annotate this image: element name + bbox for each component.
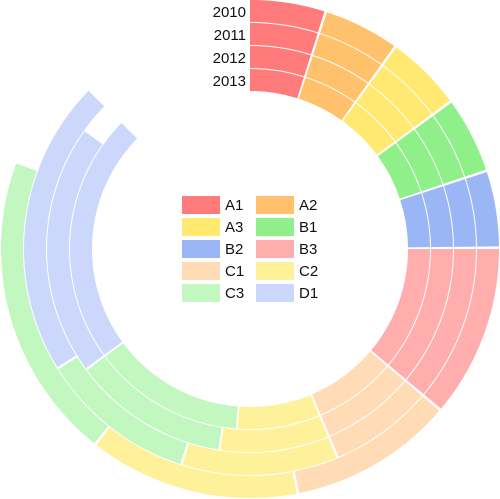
segment-2012-B3 (388, 249, 453, 380)
legend: A1 A2 A3 B1 B2 B3 C1 C2 C3 D1 (182, 196, 318, 302)
year-label-2011: 2011 (214, 27, 246, 44)
segment-2013-C3 (105, 343, 238, 429)
year-label-2012: 2012 (213, 50, 246, 67)
segment-2012-B2 (422, 186, 453, 248)
segment-2013-A1 (250, 69, 304, 99)
legend-label-B1: B1 (299, 219, 317, 236)
segment-2011-A1 (250, 23, 318, 55)
legend-label-C1: C1 (225, 263, 244, 280)
segment-2010-A1 (250, 0, 325, 33)
segment-2011-D1 (24, 90, 105, 368)
segment-2012-C3 (87, 356, 222, 450)
segment-2013-B2 (400, 193, 430, 248)
segment-2012-C1 (321, 366, 405, 436)
segment-2010-A3 (383, 47, 450, 114)
segment-2012-B1 (396, 129, 443, 192)
segment-2010-C2 (96, 427, 297, 499)
segment-2012-C2 (220, 416, 328, 452)
legend-swatch-D1 (256, 284, 294, 302)
segment-2011-B3 (406, 249, 476, 394)
segment-2013-B3 (371, 249, 430, 365)
segment-2013-A2 (298, 77, 355, 121)
year-label-2013: 2013 (213, 73, 246, 90)
legend-swatch-A3 (182, 218, 220, 236)
legend-swatch-C2 (256, 262, 294, 280)
legend-label-A1: A1 (225, 197, 243, 214)
segment-2010-C1 (294, 396, 440, 494)
segment-2010-C3 (1, 163, 109, 444)
legend-swatch-B2 (182, 240, 220, 258)
segment-2011-A3 (369, 66, 432, 128)
segment-2012-A3 (356, 84, 413, 142)
year-labels: 2010 2011 2012 2013 (213, 4, 246, 90)
segment-2011-B2 (444, 179, 476, 247)
segment-2012-A1 (250, 45, 311, 77)
segment-2011-A2 (313, 34, 381, 83)
year-label-2010: 2010 (213, 4, 246, 21)
legend-swatch-C1 (182, 262, 220, 280)
segment-2013-D1 (69, 123, 138, 355)
legend-label-C2: C2 (299, 263, 318, 280)
segment-2013-C1 (311, 351, 387, 415)
legend-label-D1: D1 (299, 285, 318, 302)
segment-2013-C2 (237, 394, 319, 429)
legend-swatch-B1 (256, 218, 294, 236)
legend-label-A3: A3 (225, 219, 243, 236)
segment-2010-A2 (320, 12, 395, 64)
segment-2011-C1 (330, 381, 422, 457)
segment-2011-C2 (182, 437, 337, 476)
legend-swatch-B3 (256, 240, 294, 258)
segment-2011-C3 (58, 357, 187, 464)
legend-label-A2: A2 (299, 197, 317, 214)
legend-label-B3: B3 (299, 241, 317, 258)
legend-swatch-A1 (182, 196, 220, 214)
segment-2010-B2 (465, 172, 499, 247)
legend-swatch-A2 (256, 196, 294, 214)
legend-swatch-C3 (182, 284, 220, 302)
legend-label-B2: B2 (225, 241, 243, 258)
segment-2013-B1 (377, 143, 421, 199)
legend-label-C3: C3 (225, 285, 244, 302)
segment-2010-B1 (433, 102, 486, 177)
segment-2010-B3 (424, 249, 499, 409)
segment-2012-D1 (47, 131, 104, 369)
segment-2013-A3 (342, 103, 395, 155)
segment-2012-A2 (305, 55, 368, 102)
segment-2011-B1 (415, 116, 465, 184)
